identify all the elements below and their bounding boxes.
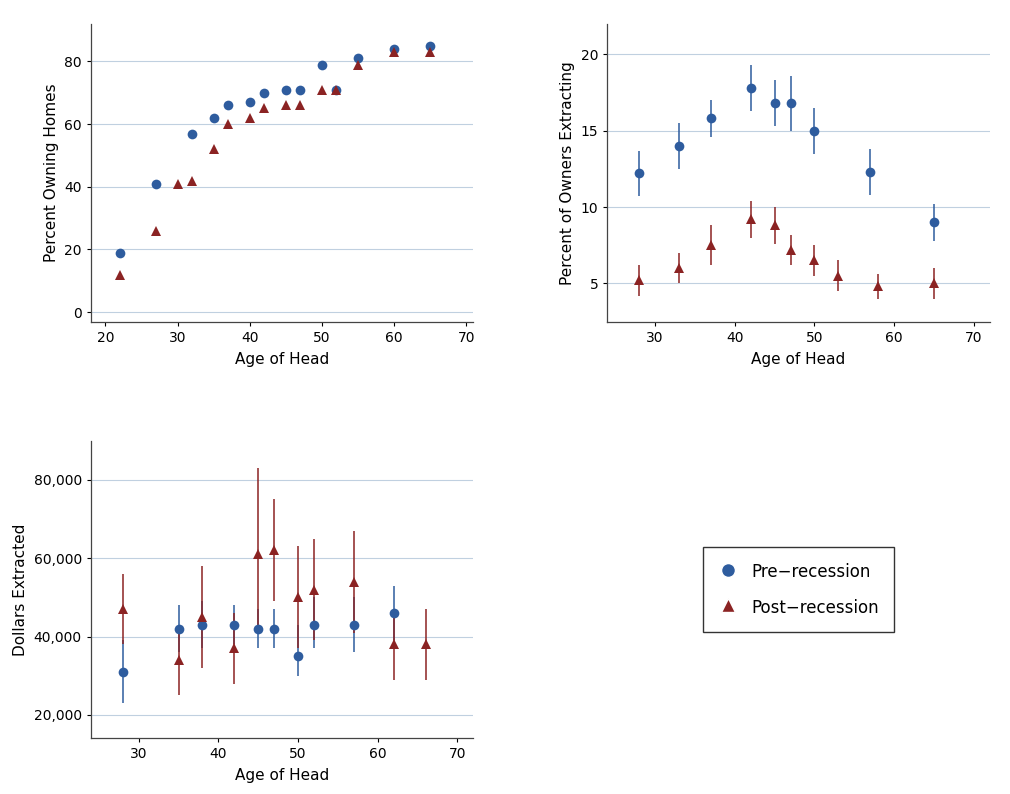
Y-axis label: Dollars Extracted: Dollars Extracted bbox=[13, 523, 28, 656]
Y-axis label: Percent Owning Homes: Percent Owning Homes bbox=[43, 83, 59, 262]
X-axis label: Age of Head: Age of Head bbox=[751, 352, 845, 367]
Y-axis label: Percent of Owners Extracting: Percent of Owners Extracting bbox=[561, 61, 575, 284]
X-axis label: Age of Head: Age of Head bbox=[235, 769, 329, 784]
X-axis label: Age of Head: Age of Head bbox=[235, 352, 329, 367]
Legend: Pre−recession, Post−recession: Pre−recession, Post−recession bbox=[703, 547, 894, 632]
